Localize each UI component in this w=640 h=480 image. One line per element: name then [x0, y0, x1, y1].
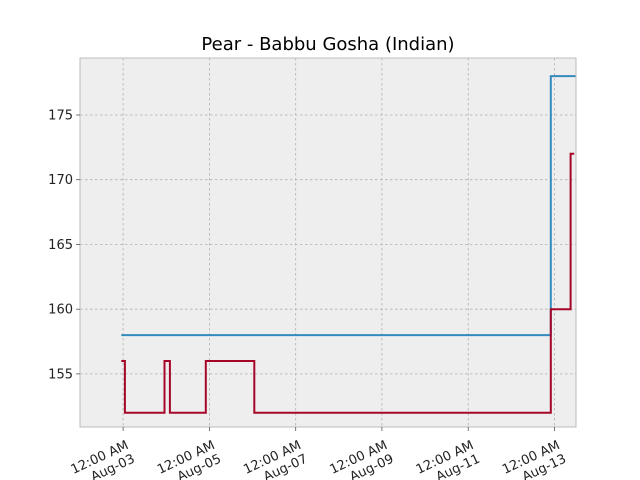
- svg-text:12:00 AMAug-05: 12:00 AMAug-05: [155, 438, 224, 480]
- x-tick-label: 12:00 AMAug-05: [155, 438, 224, 480]
- series-line-2: [121, 152, 575, 414]
- y-tick-label: 170: [48, 173, 73, 188]
- svg-text:12:00 AMAug-03: 12:00 AMAug-03: [69, 438, 138, 480]
- y-tick-label: 160: [48, 303, 73, 318]
- svg-text:12:00 AMAug-09: 12:00 AMAug-09: [328, 438, 397, 480]
- y-axis-ticks: 155 160 165 170 175: [48, 109, 80, 382]
- y-tick-label: 175: [48, 109, 73, 124]
- y-tick-label: 165: [48, 238, 73, 253]
- x-tick-label: 12:00 AMAug-09: [328, 438, 397, 480]
- svg-text:12:00 AMAug-11: 12:00 AMAug-11: [414, 438, 483, 480]
- x-tick-label: 12:00 AMAug-11: [414, 438, 483, 480]
- y-tick-label: 155: [48, 367, 73, 382]
- x-tick-label: 12:00 AMAug-13: [500, 438, 569, 480]
- chart-title: Pear - Babbu Gosha (Indian): [201, 34, 454, 55]
- svg-text:12:00 AMAug-13: 12:00 AMAug-13: [500, 438, 569, 480]
- x-tick-label: 12:00 AMAug-03: [69, 438, 138, 480]
- series-lines: [121, 75, 576, 414]
- grid-lines: [80, 58, 576, 427]
- plot-frame: [79, 57, 577, 428]
- svg-text:12:00 AMAug-07: 12:00 AMAug-07: [241, 438, 310, 480]
- plot-area: [80, 58, 576, 427]
- x-axis-ticks: 12:00 AMAug-03 12:00 AMAug-05 12:00 AMAug-…: [69, 427, 569, 480]
- x-tick-label: 12:00 AMAug-07: [241, 438, 310, 480]
